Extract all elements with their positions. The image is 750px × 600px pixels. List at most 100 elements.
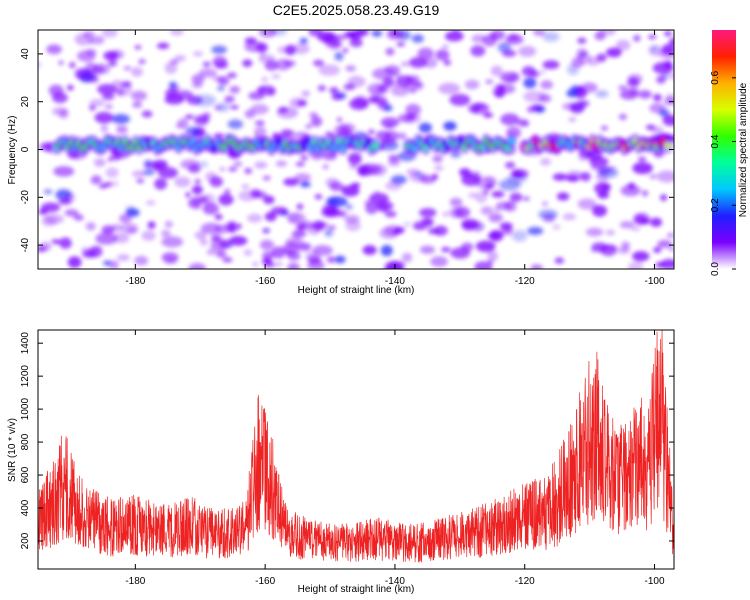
heatmap-cell bbox=[542, 31, 560, 42]
heatmap-cell bbox=[620, 184, 641, 197]
heatmap-x-tick-label: -120 bbox=[515, 276, 535, 287]
heatmap-cell bbox=[566, 89, 579, 98]
heatmap-cell bbox=[262, 251, 275, 261]
heatmap-cell bbox=[367, 83, 389, 95]
heatmap-cell bbox=[390, 85, 410, 97]
heatmap-cell bbox=[438, 82, 461, 95]
heatmap-cell bbox=[577, 198, 597, 210]
heatmap-cell bbox=[373, 190, 381, 195]
heatmap-cell bbox=[85, 222, 96, 231]
heatmap-cell bbox=[161, 230, 171, 237]
heatmap-cell bbox=[244, 41, 266, 53]
heatmap-cell bbox=[380, 244, 393, 257]
heatmap-cell bbox=[461, 173, 481, 186]
heatmap-cell bbox=[468, 192, 478, 199]
heatmap-cell bbox=[511, 169, 523, 178]
snr-y-tick-label: 400 bbox=[20, 499, 31, 516]
heatmap-cell bbox=[93, 158, 106, 167]
heatmap-cell bbox=[157, 160, 168, 170]
heatmap-x-tick-label: -160 bbox=[255, 276, 275, 287]
heatmap-cell bbox=[188, 164, 201, 174]
heatmap-cell bbox=[441, 246, 451, 253]
heatmap-cell bbox=[93, 63, 111, 75]
heatmap-cell bbox=[379, 138, 390, 144]
heatmap-cell bbox=[506, 173, 527, 184]
heatmap-cell bbox=[396, 41, 406, 47]
heatmap-cell bbox=[53, 239, 61, 245]
heatmap-cell bbox=[111, 181, 119, 186]
heatmap-cell bbox=[252, 261, 259, 267]
colorbar-tick-label: 0.0 bbox=[710, 262, 721, 276]
heatmap-cell bbox=[191, 185, 203, 195]
heatmap-cell bbox=[580, 172, 591, 182]
heatmap-cell bbox=[119, 213, 132, 223]
heatmap-cell bbox=[169, 59, 179, 65]
heatmap-cell bbox=[523, 196, 530, 202]
heatmap-cell bbox=[349, 38, 363, 48]
colorbar-bar bbox=[712, 30, 736, 269]
heatmap-cell bbox=[291, 230, 307, 238]
heatmap-cell bbox=[52, 107, 69, 116]
heatmap-cell bbox=[287, 262, 300, 269]
heatmap-cell bbox=[653, 246, 662, 254]
heatmap-cell bbox=[241, 184, 250, 189]
heatmap-cell bbox=[218, 193, 234, 206]
heatmap-cell bbox=[168, 81, 178, 89]
heatmap-cell bbox=[283, 178, 300, 187]
heatmap-cell bbox=[253, 126, 267, 138]
heatmap-cell bbox=[480, 206, 493, 215]
heatmap-cell bbox=[491, 190, 505, 198]
heatmap-cell bbox=[101, 30, 118, 38]
snr-x-tick-label: -120 bbox=[515, 576, 535, 587]
heatmap-cell bbox=[217, 76, 230, 86]
heatmap-cell bbox=[656, 170, 674, 183]
heatmap-cell bbox=[379, 227, 399, 239]
heatmap-cell bbox=[504, 161, 516, 169]
heatmap-cell bbox=[619, 89, 639, 100]
snr-y-tick-label: 1000 bbox=[20, 398, 31, 421]
heatmap-cells bbox=[38, 30, 674, 269]
heatmap-cell bbox=[418, 122, 432, 133]
heatmap-cell bbox=[318, 64, 341, 76]
heatmap-cell bbox=[327, 225, 337, 230]
heatmap-panel: -180 -160 -140 -120 -100 -40 -20 0 20 40 Height … bbox=[7, 29, 675, 296]
heatmap-cell bbox=[285, 249, 294, 256]
heatmap-cell bbox=[415, 172, 424, 178]
heatmap-cell bbox=[417, 47, 434, 60]
snr-x-axis-label: Height of straight line (km) bbox=[298, 584, 415, 595]
heatmap-cell bbox=[475, 240, 496, 253]
heatmap-cell bbox=[619, 221, 635, 229]
heatmap-cell bbox=[134, 44, 142, 50]
heatmap-cell bbox=[228, 235, 248, 246]
heatmap-cell bbox=[651, 126, 664, 134]
heatmap-cell bbox=[341, 185, 360, 197]
heatmap-cell bbox=[194, 178, 201, 185]
heatmap-x-tick-label: -100 bbox=[645, 276, 665, 287]
heatmap-cell bbox=[244, 168, 253, 175]
heatmap-cell bbox=[216, 102, 230, 112]
heatmap-cell bbox=[154, 178, 168, 190]
heatmap-cell bbox=[174, 176, 191, 188]
heatmap-cell bbox=[347, 75, 366, 88]
heatmap-cell bbox=[145, 200, 156, 206]
heatmap-cell bbox=[185, 126, 201, 137]
heatmap-cell bbox=[132, 170, 146, 178]
heatmap-cell bbox=[141, 230, 156, 241]
heatmap-cell bbox=[488, 212, 503, 223]
heatmap-cell bbox=[433, 165, 444, 171]
snr-y-tick-label: 1400 bbox=[20, 332, 31, 355]
heatmap-cell bbox=[490, 65, 503, 77]
heatmap-y-tick-label: 40 bbox=[20, 48, 31, 60]
heatmap-cell bbox=[450, 149, 462, 158]
heatmap-cell bbox=[476, 224, 485, 230]
heatmap-cell bbox=[669, 72, 674, 80]
heatmap-cell bbox=[161, 236, 184, 248]
heatmap-cell bbox=[250, 103, 269, 115]
heatmap-cell bbox=[130, 66, 143, 77]
heatmap-cell bbox=[444, 31, 464, 42]
heatmap-cell bbox=[552, 224, 561, 230]
heatmap-cell bbox=[264, 211, 277, 222]
heatmap-cell bbox=[615, 39, 631, 51]
heatmap-cell bbox=[48, 84, 64, 97]
